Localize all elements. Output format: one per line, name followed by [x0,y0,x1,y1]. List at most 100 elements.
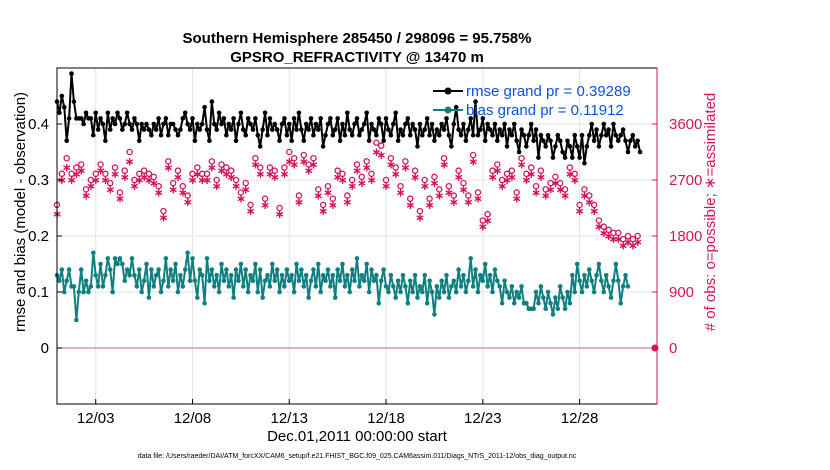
rmse-point [374,132,379,138]
possible-count-point [600,223,608,230]
possible-count-point [406,195,414,202]
possible-count-point [421,176,428,184]
possible-count-point [82,186,90,193]
rmse-point [306,127,311,132]
possible-count-point [77,161,85,168]
bias-point [461,272,466,278]
possible-count-point [615,229,622,237]
bias-point [364,261,369,267]
rmse-point [105,110,111,116]
rmse-point [429,121,435,127]
possible-count-point [532,182,540,190]
assimilated-count-point: ∗ [425,198,435,212]
rmse-point [395,138,401,144]
rmse-point [562,155,568,160]
assimilated-count-point: ∗ [492,164,502,178]
bias-point [282,284,287,289]
rmse-point [149,132,154,138]
rmse-point [475,132,481,138]
bias-point [226,284,232,289]
rmse-point [151,121,157,127]
assimilated-count-point: ∗ [613,232,623,246]
rmse-point [560,149,565,155]
rmse-point [369,121,374,127]
assimilated-count-point: ∗ [313,189,323,203]
rmse-point [103,138,108,144]
rmse-point [594,127,599,132]
bias-point [533,289,539,295]
bias-point [553,295,558,300]
rmse-point [83,110,89,116]
bias-point [61,289,67,295]
rmse-point [301,138,307,144]
assimilated-count-point: ∗ [521,173,531,187]
rmse-point [393,110,399,116]
rmse-point [231,116,236,121]
rmse-point [332,127,338,132]
bias-point [577,278,582,284]
bias-point [127,272,132,278]
rmse-point [199,121,205,127]
rmse-point [613,132,619,138]
rmse-point [521,132,527,138]
assimilated-count-point: ∗ [608,232,618,246]
possible-count-point [397,182,404,190]
assimilated-count-point: ∗ [541,189,551,203]
assimilated-count-point: ∗ [270,170,280,184]
assimilated-count-point: ∗ [129,179,139,193]
bias-point [407,278,413,284]
possible-count-point [373,139,380,146]
bias-point [386,289,391,295]
bias-point [562,306,568,312]
series-layer: ∗∗∗∗∗∗∗∗∗∗∗∗∗∗∗∗∗∗∗∗∗∗∗∗∗∗∗∗∗∗∗∗∗∗∗∗∗∗∗∗… [52,71,643,323]
bias-point [596,261,602,267]
bias-point [514,289,519,295]
bias-point [405,300,411,306]
bias-point [151,284,157,289]
bias-point [570,272,575,278]
bias-point [301,284,307,289]
bias-point [178,272,183,278]
y-axis-label-right: # of obs: o=possible; ∗=assimilated [702,93,719,332]
possible-count-point [116,189,124,196]
bias-point [468,256,474,261]
bias-point [289,272,294,278]
rmse-point [601,121,607,127]
rmse-point [504,144,510,149]
y-left-tick-label: 0.1 [28,284,49,301]
bias-point [253,261,258,267]
bias-point [311,267,316,272]
bias-point [342,284,348,289]
assimilated-count-point: ∗ [260,198,270,212]
rmse-point [66,116,72,121]
possible-count-point [324,182,332,190]
rmse-point [284,132,290,138]
bias-point [482,261,488,267]
assimilated-count-point: ∗ [231,179,241,193]
rmse-point [146,127,152,132]
rmse-point [289,138,294,144]
bias-point [478,272,483,278]
rmse-point [439,121,444,127]
rmse-point [405,116,411,121]
bias-point [88,284,94,289]
rmse-point [100,121,106,127]
bias-point [586,267,592,272]
assimilated-count-point: ∗ [207,161,217,175]
rmse-point [550,155,556,160]
bias-point [74,317,79,323]
y-right-tick-label: 3600 [669,116,702,133]
bias-point [359,272,365,278]
bias-point [395,278,401,284]
rmse-point [124,110,130,116]
bias-point [432,312,437,317]
bias-point [470,284,476,289]
rmse-point [165,132,171,138]
rmse-point [584,144,590,149]
rmse-point [313,121,319,127]
bias-point [315,261,321,267]
rmse-point [224,132,229,138]
possible-count-point [63,154,70,162]
bias-point [233,267,239,272]
